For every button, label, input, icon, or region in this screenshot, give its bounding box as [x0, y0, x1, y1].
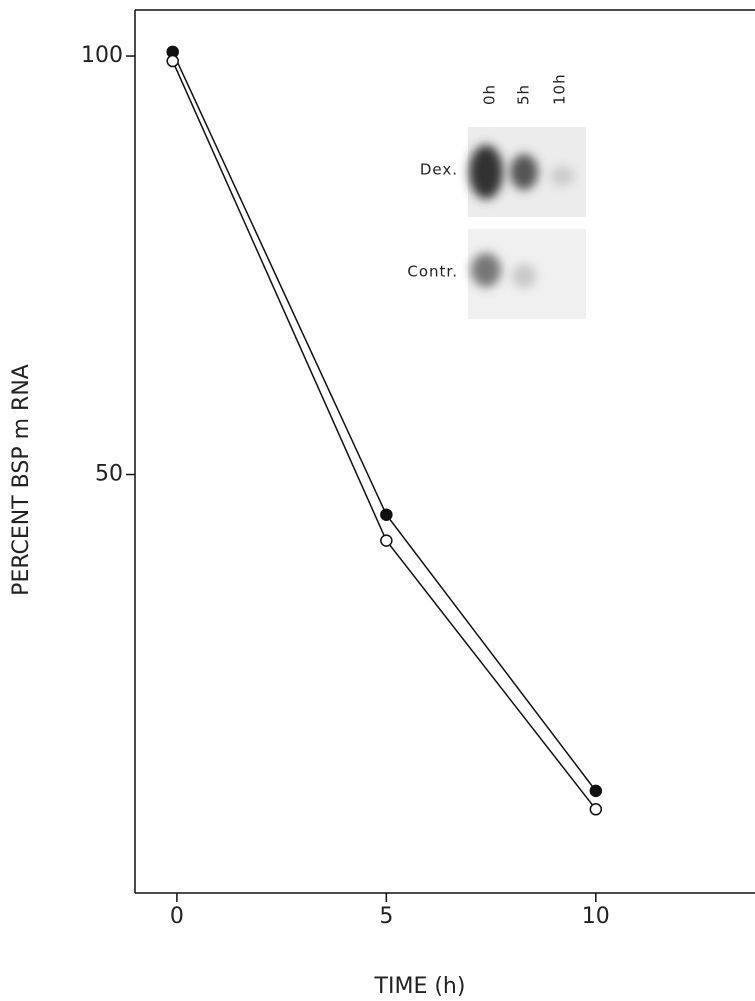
lane-label: 10h: [551, 73, 569, 105]
lane-label: 0h: [481, 84, 499, 105]
y-axis-label: PERCENT BSP m RNA: [9, 364, 34, 596]
x-tick-label: 10: [582, 904, 610, 929]
point: [380, 534, 393, 547]
row-label: Contr.: [407, 263, 458, 281]
x-tick-label: 0: [170, 904, 184, 929]
point: [589, 784, 603, 798]
band: [550, 166, 574, 186]
x-axis-label: TIME (h): [374, 974, 466, 999]
point: [589, 803, 603, 816]
row-label: Dex.: [420, 161, 458, 179]
point: [166, 54, 179, 68]
band: [512, 264, 536, 288]
band: [471, 253, 501, 287]
y-tick-label: 50: [95, 462, 123, 487]
x-tick-label: 5: [379, 904, 393, 929]
lane-label: 5h: [515, 84, 533, 105]
y-tick-label: 100: [81, 43, 123, 68]
band: [469, 145, 503, 199]
point: [380, 508, 393, 521]
blot-inset: [468, 127, 586, 319]
band: [510, 154, 538, 190]
